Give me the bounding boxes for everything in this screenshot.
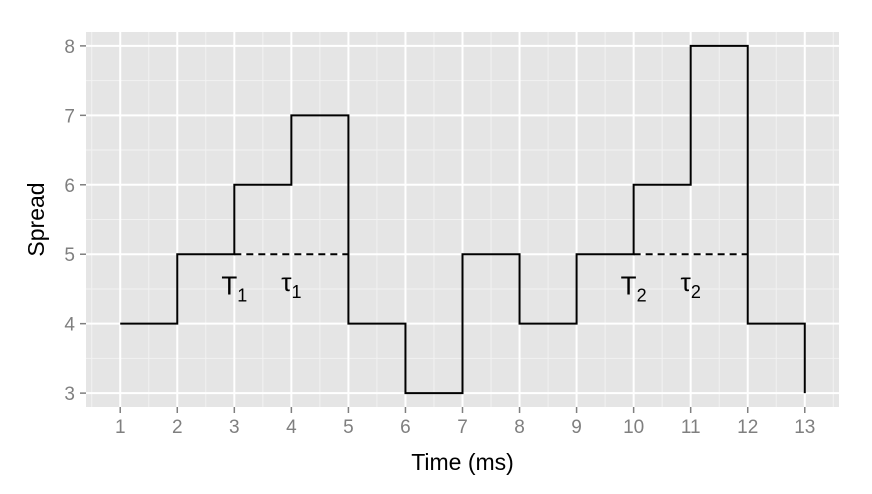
annotations: T1 τ1 T2 τ2: [221, 267, 700, 305]
x-axis: 1 2 3 4 5 6 7 8 9 10 11 12 13: [115, 407, 815, 438]
y-tick-label: 6: [64, 176, 75, 197]
x-tick-label: 13: [794, 417, 815, 438]
y-axis: 3 4 5 6 7 8: [64, 37, 86, 405]
x-tick-label: 9: [571, 417, 582, 438]
annotation-label: τ1: [281, 267, 301, 302]
x-tick-label: 6: [400, 417, 411, 438]
y-tick-label: 4: [64, 315, 75, 336]
y-tick-label: 5: [64, 245, 75, 266]
y-tick-label: 3: [64, 384, 75, 405]
x-tick-label: 3: [229, 417, 240, 438]
x-tick-label: 11: [681, 417, 701, 438]
x-axis-title: Time (ms): [411, 449, 514, 475]
x-tick-label: 4: [286, 417, 297, 438]
x-tick-label: 1: [115, 417, 126, 438]
series-lines: [120, 44, 806, 395]
y-axis-title: Spread: [23, 182, 49, 256]
annotation-label: T2: [621, 270, 647, 305]
x-tick-label: 5: [343, 417, 354, 438]
x-tick-label: 8: [514, 417, 525, 438]
y-tick-label: 8: [64, 37, 75, 58]
x-tick-label: 7: [457, 417, 468, 438]
x-tick-label: 10: [623, 417, 644, 438]
annotation-label: T1: [221, 270, 247, 305]
series-step-line: [120, 44, 806, 395]
x-tick-label: 2: [172, 417, 183, 438]
x-tick-label: 12: [737, 417, 758, 438]
annotation-label: τ2: [681, 267, 701, 302]
y-tick-label: 7: [64, 106, 75, 127]
